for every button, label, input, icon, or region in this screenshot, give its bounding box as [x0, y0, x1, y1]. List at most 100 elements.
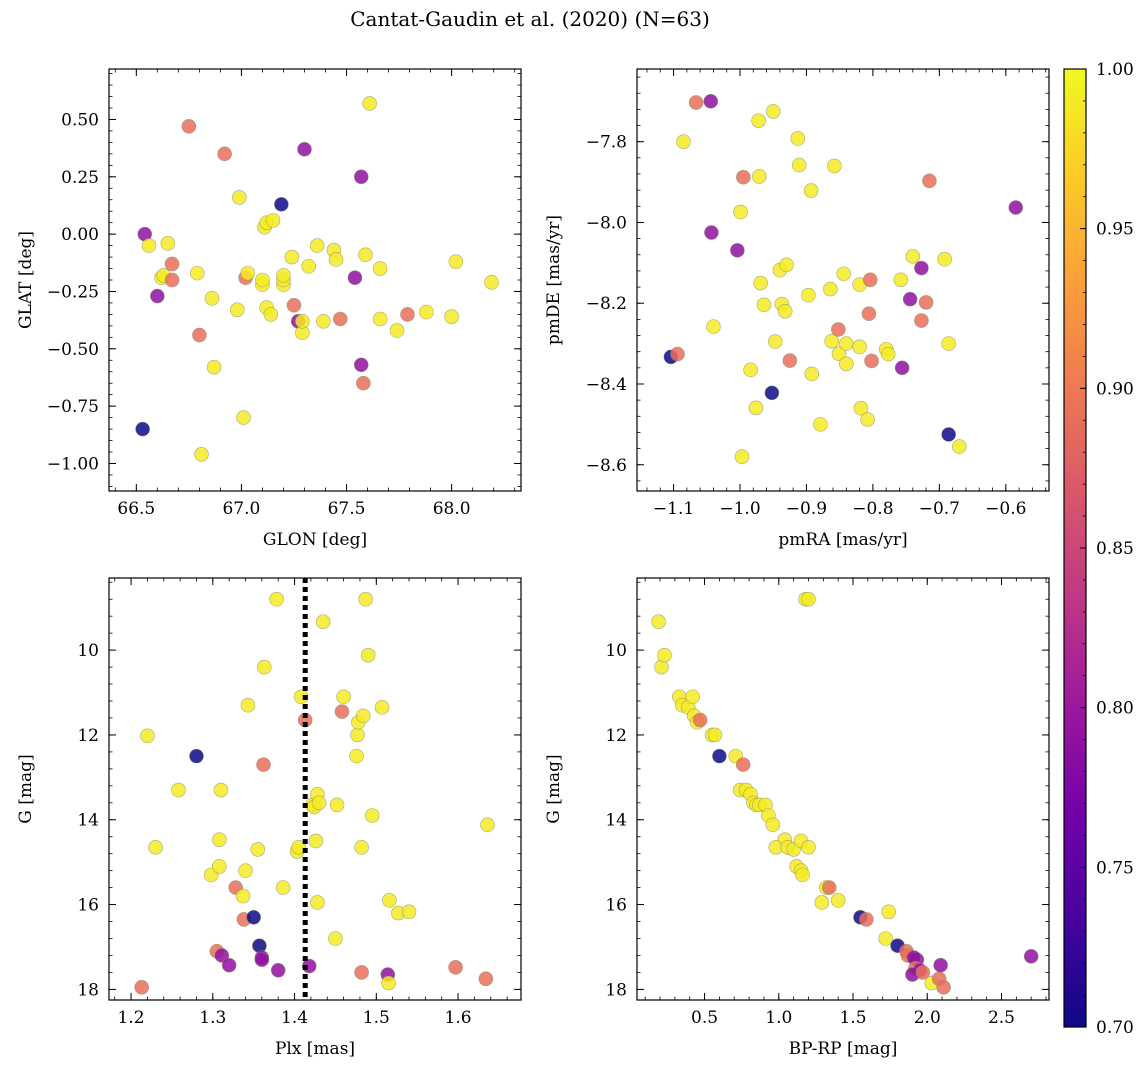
- scatter-point: [382, 893, 397, 908]
- scatter-point: [914, 313, 929, 328]
- scatter-point: [753, 275, 768, 291]
- scatter-point: [951, 439, 967, 454]
- axes-frame: [108, 68, 522, 492]
- scatter-point: [733, 204, 748, 220]
- scatter-point: [688, 95, 704, 110]
- scatter-point: [1023, 949, 1039, 964]
- x-axis-label: BP-RP [mag]: [789, 1039, 898, 1059]
- scatter-point: [263, 307, 279, 322]
- scatter-point: [839, 356, 854, 372]
- y-tick-label: −8.4: [586, 375, 627, 395]
- scatter-point: [670, 346, 685, 362]
- scatter-point: [255, 272, 270, 288]
- scatter-point: [140, 728, 155, 744]
- scatter-point: [814, 895, 830, 910]
- scatter-point: [922, 173, 937, 189]
- y-tick-label: −0.25: [47, 282, 99, 302]
- y-tick-label: 16: [77, 896, 99, 916]
- scatter-point: [347, 270, 363, 286]
- scatter-point: [448, 254, 464, 269]
- x-tick-label: −0.8: [852, 499, 893, 519]
- y-tick-label: 0.25: [61, 168, 99, 188]
- scatter-point: [779, 257, 794, 273]
- scatter-point: [232, 190, 247, 205]
- scatter-point: [748, 400, 764, 416]
- scatter-point: [309, 238, 325, 253]
- scatter-point: [353, 357, 369, 373]
- scatter-point: [148, 840, 163, 855]
- scatter-point: [235, 888, 251, 904]
- x-tick-label: 1.2: [118, 1008, 145, 1028]
- scatter-point: [229, 302, 245, 318]
- scatter-point: [221, 957, 237, 973]
- scatter-point: [880, 346, 896, 362]
- scatter-point: [478, 971, 494, 987]
- scatter-point: [751, 169, 767, 184]
- scatter-point: [703, 94, 719, 109]
- y-tick-label: −0.75: [47, 397, 99, 417]
- scatter-point: [311, 795, 327, 811]
- scatter-point: [852, 339, 867, 355]
- scatter-point: [676, 134, 691, 149]
- scatter-point: [743, 362, 758, 378]
- scatter-point: [933, 957, 948, 973]
- scatter-point: [893, 272, 909, 288]
- scatter-point: [350, 727, 365, 743]
- colorbar-tick-label: 0.80: [1096, 699, 1134, 719]
- scatter-point: [204, 291, 220, 306]
- scatter-point: [823, 281, 838, 297]
- scatter-point: [831, 322, 846, 337]
- scatter-point: [765, 817, 781, 833]
- scatter-point: [250, 842, 266, 857]
- scatter-point: [936, 979, 951, 995]
- y-tick-label: 12: [605, 726, 627, 746]
- x-tick-label: −0.7: [919, 499, 960, 519]
- scatter-point: [374, 700, 390, 715]
- scatter-point: [795, 867, 810, 883]
- scatter-point: [827, 158, 842, 174]
- scatter-point: [252, 938, 267, 954]
- y-tick-label: 16: [605, 896, 627, 916]
- scatter-point: [864, 353, 879, 369]
- x-tick-label: −1.0: [719, 499, 760, 519]
- scatter-point: [274, 197, 289, 212]
- scatter-points: [134, 591, 495, 995]
- scatter-point: [238, 863, 253, 878]
- scatter-point: [284, 249, 300, 265]
- scatter-point: [336, 689, 351, 705]
- panel-pmra-pmde: −1.1 −1.0 −0.9 −0.8 −0.7 −0.6 −7.8 −8.0 −8.2 −8.4…: [544, 68, 1050, 550]
- y-axis-label: GLAT [deg]: [16, 231, 36, 329]
- axes-frame: [108, 577, 522, 1001]
- y-axis-label: G [mag]: [544, 754, 564, 823]
- x-tick-label: 2.0: [914, 1008, 941, 1028]
- scatter-point: [853, 400, 869, 416]
- scatter-point: [905, 249, 921, 264]
- scatter-point: [270, 963, 286, 978]
- scatter-point: [801, 287, 816, 303]
- scatter-point: [860, 412, 875, 427]
- y-tick-label: 18: [605, 980, 627, 1000]
- scatter-point: [354, 840, 369, 855]
- scatter-point: [356, 375, 371, 391]
- scatter-point: [334, 704, 350, 719]
- scatter-point: [767, 334, 783, 349]
- x-tick-label: 67.5: [328, 499, 366, 519]
- y-tick-label: 0.50: [61, 110, 99, 130]
- scatter-point: [941, 427, 956, 442]
- scatter-point: [862, 272, 878, 288]
- axes-frame: [636, 68, 1050, 492]
- scatter-point: [881, 904, 896, 920]
- scatter-point: [736, 169, 751, 185]
- scatter-point: [712, 748, 727, 764]
- scatter-point: [354, 965, 369, 980]
- scatter-point: [372, 261, 388, 276]
- x-tick-label: 2.5: [988, 1008, 1015, 1028]
- x-axis-label: GLON [deg]: [263, 530, 367, 550]
- scatter-point: [189, 748, 204, 764]
- scatter-point: [707, 727, 723, 743]
- scatter-point: [756, 297, 772, 313]
- scatter-point: [358, 591, 373, 607]
- scatter-point: [265, 213, 281, 228]
- scatter-point: [765, 104, 781, 119]
- y-axis-label: pmDE [mas/yr]: [544, 215, 564, 345]
